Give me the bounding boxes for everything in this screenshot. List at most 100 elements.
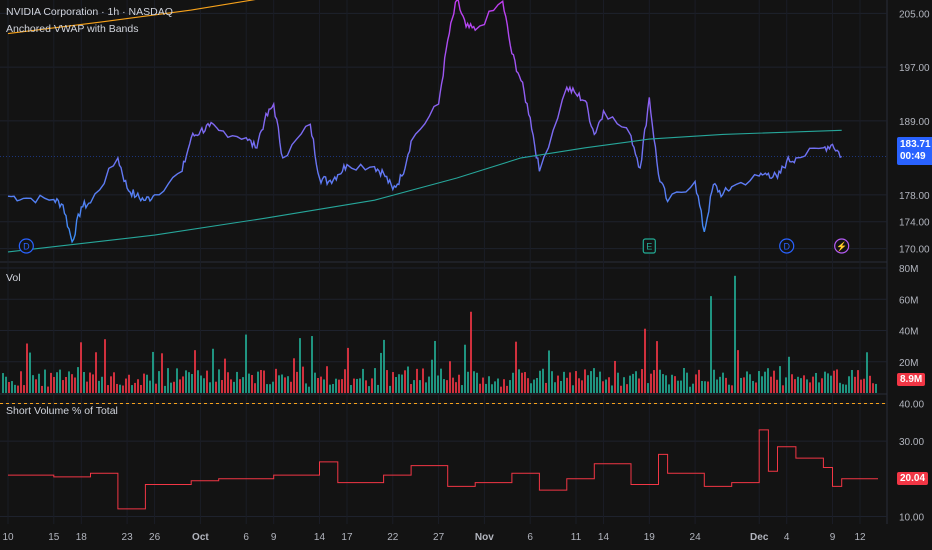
volume-bar	[32, 375, 34, 393]
volume-bar	[389, 385, 391, 393]
x-tick-label: 9	[830, 532, 836, 543]
volume-bar	[122, 385, 124, 393]
volume-bar	[152, 351, 154, 393]
event-marker-D-icon[interactable]	[779, 238, 795, 254]
volume-bar	[344, 369, 346, 393]
volume-tick-label: 80M	[899, 264, 918, 275]
volume-bar	[323, 379, 325, 393]
volume-bar	[362, 368, 364, 393]
volume-bar	[857, 370, 859, 393]
short-panel-label[interactable]: Short Volume % of Total	[6, 405, 118, 417]
symbol-title[interactable]: NVIDIA Corporation · 1h · NASDAQ	[6, 6, 173, 18]
volume-bar	[824, 371, 826, 393]
price-line	[7, 0, 842, 244]
volume-bar	[179, 379, 181, 393]
volume-bar	[260, 370, 262, 393]
volume-bar	[500, 386, 502, 393]
volume-bar	[614, 360, 616, 393]
last-price: 183.71	[900, 139, 931, 150]
x-tick-label: 12	[854, 532, 866, 543]
volume-bar	[464, 344, 466, 393]
volume-bar	[467, 371, 469, 393]
x-tick-label: 15	[48, 532, 60, 543]
volume-bar	[599, 371, 601, 393]
event-marker-D-icon[interactable]	[18, 238, 34, 254]
volume-bar	[722, 372, 724, 393]
volume-bar	[566, 377, 568, 393]
volume-bar	[776, 379, 778, 393]
volume-bar	[866, 352, 868, 393]
volume-bar	[449, 361, 451, 393]
price-tick-label: 205.00	[899, 9, 930, 20]
volume-bar	[110, 376, 112, 393]
volume-bar	[266, 384, 268, 393]
volume-bar	[647, 383, 649, 393]
x-tick-label: Nov	[475, 532, 494, 543]
volume-bar	[68, 371, 70, 393]
x-tick-label: 14	[314, 532, 326, 543]
grid-layer	[0, 0, 888, 524]
volume-bar	[863, 378, 865, 393]
volume-bar	[791, 374, 793, 393]
volume-bar	[416, 368, 418, 393]
last-price-badge: 183.71 00:49	[897, 137, 932, 165]
volume-bar	[431, 359, 433, 393]
volume-bar	[560, 380, 562, 393]
x-tick-label: 4	[784, 532, 790, 543]
volume-bar	[518, 369, 520, 393]
volume-bar	[773, 370, 775, 393]
short-volume-line	[8, 429, 878, 510]
volume-bar	[572, 385, 574, 393]
volume-bar	[515, 341, 517, 393]
volume-bar	[656, 341, 658, 393]
volume-bar	[59, 369, 61, 393]
volume-bar	[503, 379, 505, 393]
volume-bar	[281, 374, 283, 393]
volume-bar	[77, 367, 79, 393]
volume-bar	[101, 376, 103, 393]
volume-bar	[827, 373, 829, 393]
earnings-marker-icon[interactable]	[642, 238, 656, 254]
volume-bar	[200, 375, 202, 393]
volume-bar	[533, 379, 535, 393]
volume-bar	[38, 373, 40, 393]
volume-bar	[620, 385, 622, 393]
volume-bar	[698, 369, 700, 393]
volume-bar	[401, 374, 403, 393]
volume-bar	[662, 374, 664, 393]
volume-bar	[224, 358, 226, 393]
volume-bar	[125, 378, 127, 393]
volume-bar	[623, 377, 625, 393]
volume-bar	[296, 371, 298, 393]
volume-bar	[575, 371, 577, 393]
volume-bar	[284, 377, 286, 393]
volume-bar	[680, 380, 682, 393]
volume-bar	[686, 372, 688, 393]
volume-tick-label: 20M	[899, 358, 918, 369]
event-marker-split-icon[interactable]	[834, 238, 850, 254]
volume-bar	[740, 377, 742, 393]
volume-bar	[842, 384, 844, 393]
volume-bar	[749, 374, 751, 393]
volume-bar	[716, 379, 718, 393]
volume-bar	[602, 381, 604, 393]
volume-bar	[302, 366, 304, 393]
volume-bar	[236, 371, 238, 393]
volume-bar	[782, 385, 784, 393]
event-markers[interactable]: D E D ⚡	[18, 238, 850, 254]
volume-bar	[182, 376, 184, 393]
volume-panel-label[interactable]: Vol	[6, 272, 21, 284]
event-marker-label: E	[646, 242, 652, 252]
event-marker-label: ⚡	[836, 241, 847, 253]
volume-bar	[17, 385, 19, 393]
volume-bar	[752, 380, 754, 393]
volume-bar	[548, 350, 550, 393]
volume-bar	[422, 368, 424, 393]
last-volume-badge: 8.9M	[897, 373, 926, 386]
volume-bar	[269, 384, 271, 393]
indicator-label[interactable]: Anchored VWAP with Bands	[6, 23, 139, 35]
volume-bar	[194, 350, 196, 393]
volume-bar	[458, 374, 460, 393]
volume-bar	[461, 385, 463, 393]
